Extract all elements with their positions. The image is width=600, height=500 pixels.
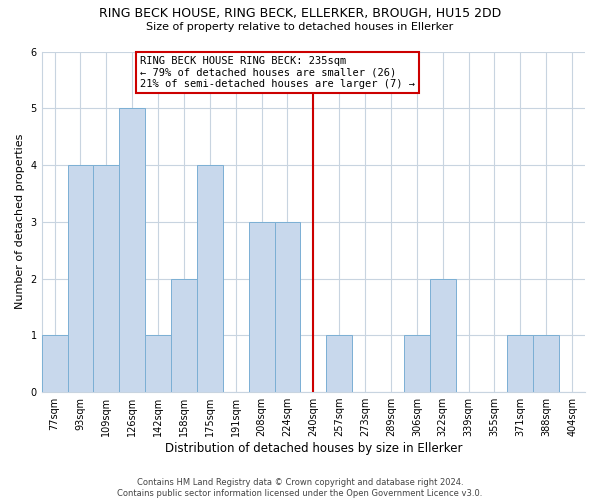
Text: Contains HM Land Registry data © Crown copyright and database right 2024.
Contai: Contains HM Land Registry data © Crown c…: [118, 478, 482, 498]
Text: RING BECK HOUSE RING BECK: 235sqm
← 79% of detached houses are smaller (26)
21% : RING BECK HOUSE RING BECK: 235sqm ← 79% …: [140, 56, 415, 89]
Bar: [41, 336, 68, 392]
Bar: [171, 278, 197, 392]
Bar: [508, 336, 533, 392]
Bar: [197, 165, 223, 392]
X-axis label: Distribution of detached houses by size in Ellerker: Distribution of detached houses by size …: [164, 442, 462, 455]
Bar: [119, 108, 145, 392]
Bar: [248, 222, 275, 392]
Bar: [94, 165, 119, 392]
Text: Size of property relative to detached houses in Ellerker: Size of property relative to detached ho…: [146, 22, 454, 32]
Bar: [533, 336, 559, 392]
Bar: [404, 336, 430, 392]
Bar: [326, 336, 352, 392]
Bar: [68, 165, 94, 392]
Text: RING BECK HOUSE, RING BECK, ELLERKER, BROUGH, HU15 2DD: RING BECK HOUSE, RING BECK, ELLERKER, BR…: [99, 8, 501, 20]
Y-axis label: Number of detached properties: Number of detached properties: [15, 134, 25, 310]
Bar: [275, 222, 301, 392]
Bar: [430, 278, 455, 392]
Bar: [145, 336, 171, 392]
